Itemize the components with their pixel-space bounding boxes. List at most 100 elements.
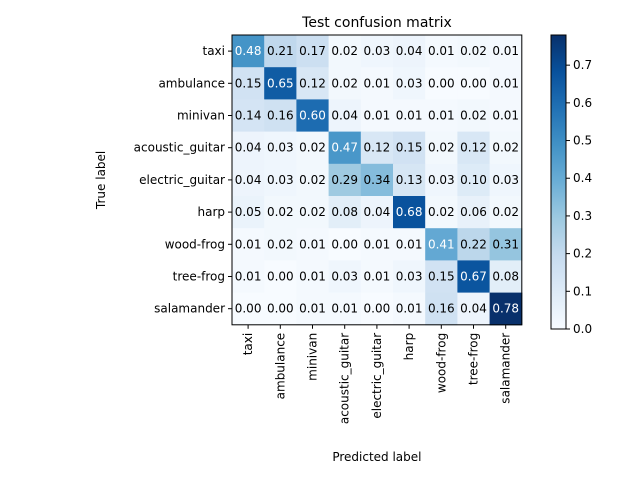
heatmap-cell — [328, 163, 362, 197]
cell-value-label: 0.02 — [267, 237, 294, 251]
heatmap-cell — [264, 260, 297, 294]
heatmap-cell — [425, 196, 458, 229]
cell-value-label: 0.01 — [235, 270, 262, 284]
heatmap-cell — [393, 99, 426, 133]
heatmap-cell — [489, 131, 523, 165]
cell-value-label: 0.12 — [460, 141, 487, 155]
x-tick-label: wood-frog — [434, 333, 448, 393]
cell-value-label: 0.03 — [267, 141, 294, 155]
heatmap-cell — [296, 67, 330, 100]
heatmap-cell — [264, 131, 297, 165]
cell-value-label: 0.21 — [267, 44, 294, 58]
cell-value-label: 0.47 — [331, 141, 358, 155]
cell-value-label: 0.03 — [364, 44, 391, 58]
cell-value-label: 0.06 — [460, 205, 487, 219]
cell-value-label: 0.15 — [428, 270, 455, 284]
cell-value-label: 0.02 — [331, 44, 358, 58]
cell-value-label: 0.10 — [460, 173, 487, 187]
x-tick-label: electric_guitar — [370, 333, 384, 419]
y-tick-label: harp — [197, 205, 225, 219]
heatmap-cell — [360, 292, 394, 326]
colorbar-tick-label: 0.1 — [573, 284, 592, 298]
heatmap-cell — [489, 67, 523, 100]
heatmap-cell — [296, 260, 330, 294]
cell-value-label: 0.41 — [428, 237, 455, 251]
cell-value-label: 0.01 — [364, 270, 391, 284]
heatmap-cell — [457, 99, 491, 133]
heatmap-cell — [296, 99, 330, 133]
y-axis-ticks: taxi ambulance minivan acoustic_guitarelect… — [134, 44, 232, 316]
heatmap-cell — [360, 163, 394, 197]
heatmap-cell — [264, 35, 297, 68]
heatmap-cell — [425, 228, 458, 261]
x-tick-label: taxi — [241, 333, 255, 356]
heatmap-cell — [489, 228, 523, 261]
cell-value-label: 0.65 — [267, 76, 294, 90]
heatmap-cell — [296, 196, 330, 229]
heatmap-cell — [232, 35, 265, 68]
x-axis-ticks: taxi ambulance minivan acoustic_guitar elect… — [241, 324, 513, 424]
cell-value-label: 0.03 — [492, 173, 519, 187]
colorbar-tick-label: 0.2 — [573, 247, 592, 261]
heatmap-cell — [457, 292, 491, 326]
y-tick-label: wood-frog — [165, 237, 225, 251]
cell-value-label: 0.01 — [364, 237, 391, 251]
cell-value-label: 0.01 — [364, 76, 391, 90]
cell-value-label: 0.29 — [331, 173, 358, 187]
heatmap-cell — [360, 35, 394, 68]
heatmap-cell — [393, 131, 426, 165]
cell-value-label: 0.16 — [267, 109, 294, 123]
heatmap-cell — [393, 228, 426, 261]
cell-value-label: 0.02 — [267, 205, 294, 219]
colorbar-tick-label: 0.4 — [573, 171, 592, 185]
heatmap-cell — [232, 99, 265, 133]
heatmap-cell — [328, 292, 362, 326]
heatmap-cell — [360, 131, 394, 165]
heatmap-cell — [328, 67, 362, 100]
cell-value-label: 0.02 — [460, 109, 487, 123]
y-tick-label: acoustic_guitar — [134, 141, 225, 155]
cell-value-label: 0.00 — [235, 302, 262, 316]
y-tick-label: salamander — [154, 302, 225, 316]
heatmap-cell — [489, 292, 523, 326]
heatmap-cell — [425, 131, 458, 165]
heatmap-cell — [489, 196, 523, 229]
cell-value-label: 0.08 — [331, 205, 358, 219]
cell-value-label: 0.01 — [492, 109, 519, 123]
cell-value-label: 0.22 — [460, 237, 487, 251]
heatmap-cell — [425, 260, 458, 294]
heatmap-cell — [425, 292, 458, 326]
colorbar — [550, 34, 567, 330]
heatmap-cell — [457, 163, 491, 197]
heatmap-cell — [425, 99, 458, 133]
cell-value-label: 0.03 — [331, 270, 358, 284]
cell-value-label: 0.16 — [428, 302, 455, 316]
cell-value-label: 0.00 — [428, 76, 455, 90]
cell-value-label: 0.05 — [235, 205, 262, 219]
heatmap-cell — [296, 228, 330, 261]
cell-value-label: 0.08 — [492, 270, 519, 284]
colorbar-tick-label: 0.3 — [573, 209, 592, 223]
heatmap-cell — [264, 67, 297, 100]
cell-value-label: 0.15 — [235, 76, 262, 90]
heatmap-cell — [425, 67, 458, 100]
heatmap-cell — [393, 35, 426, 68]
cell-value-label: 0.01 — [428, 109, 455, 123]
heatmap-cell — [296, 163, 330, 197]
heatmap-cell — [232, 196, 265, 229]
x-tick-label: minivan — [306, 333, 320, 381]
y-tick-label: electric_guitar — [139, 173, 225, 187]
x-tick-label: acoustic_guitar — [338, 333, 352, 424]
cell-value-label: 0.48 — [235, 44, 262, 58]
heatmap-cell — [457, 67, 491, 100]
cell-value-label: 0.17 — [299, 44, 326, 58]
cell-value-label: 0.01 — [396, 302, 423, 316]
heatmap-cell — [296, 131, 330, 165]
heatmap-cell — [457, 131, 491, 165]
x-axis-label: Predicted label — [332, 450, 421, 464]
cell-value-label: 0.01 — [299, 302, 326, 316]
cell-value-label: 0.13 — [396, 173, 423, 187]
cell-value-label: 0.01 — [331, 302, 358, 316]
cell-value-label: 0.31 — [492, 237, 519, 251]
